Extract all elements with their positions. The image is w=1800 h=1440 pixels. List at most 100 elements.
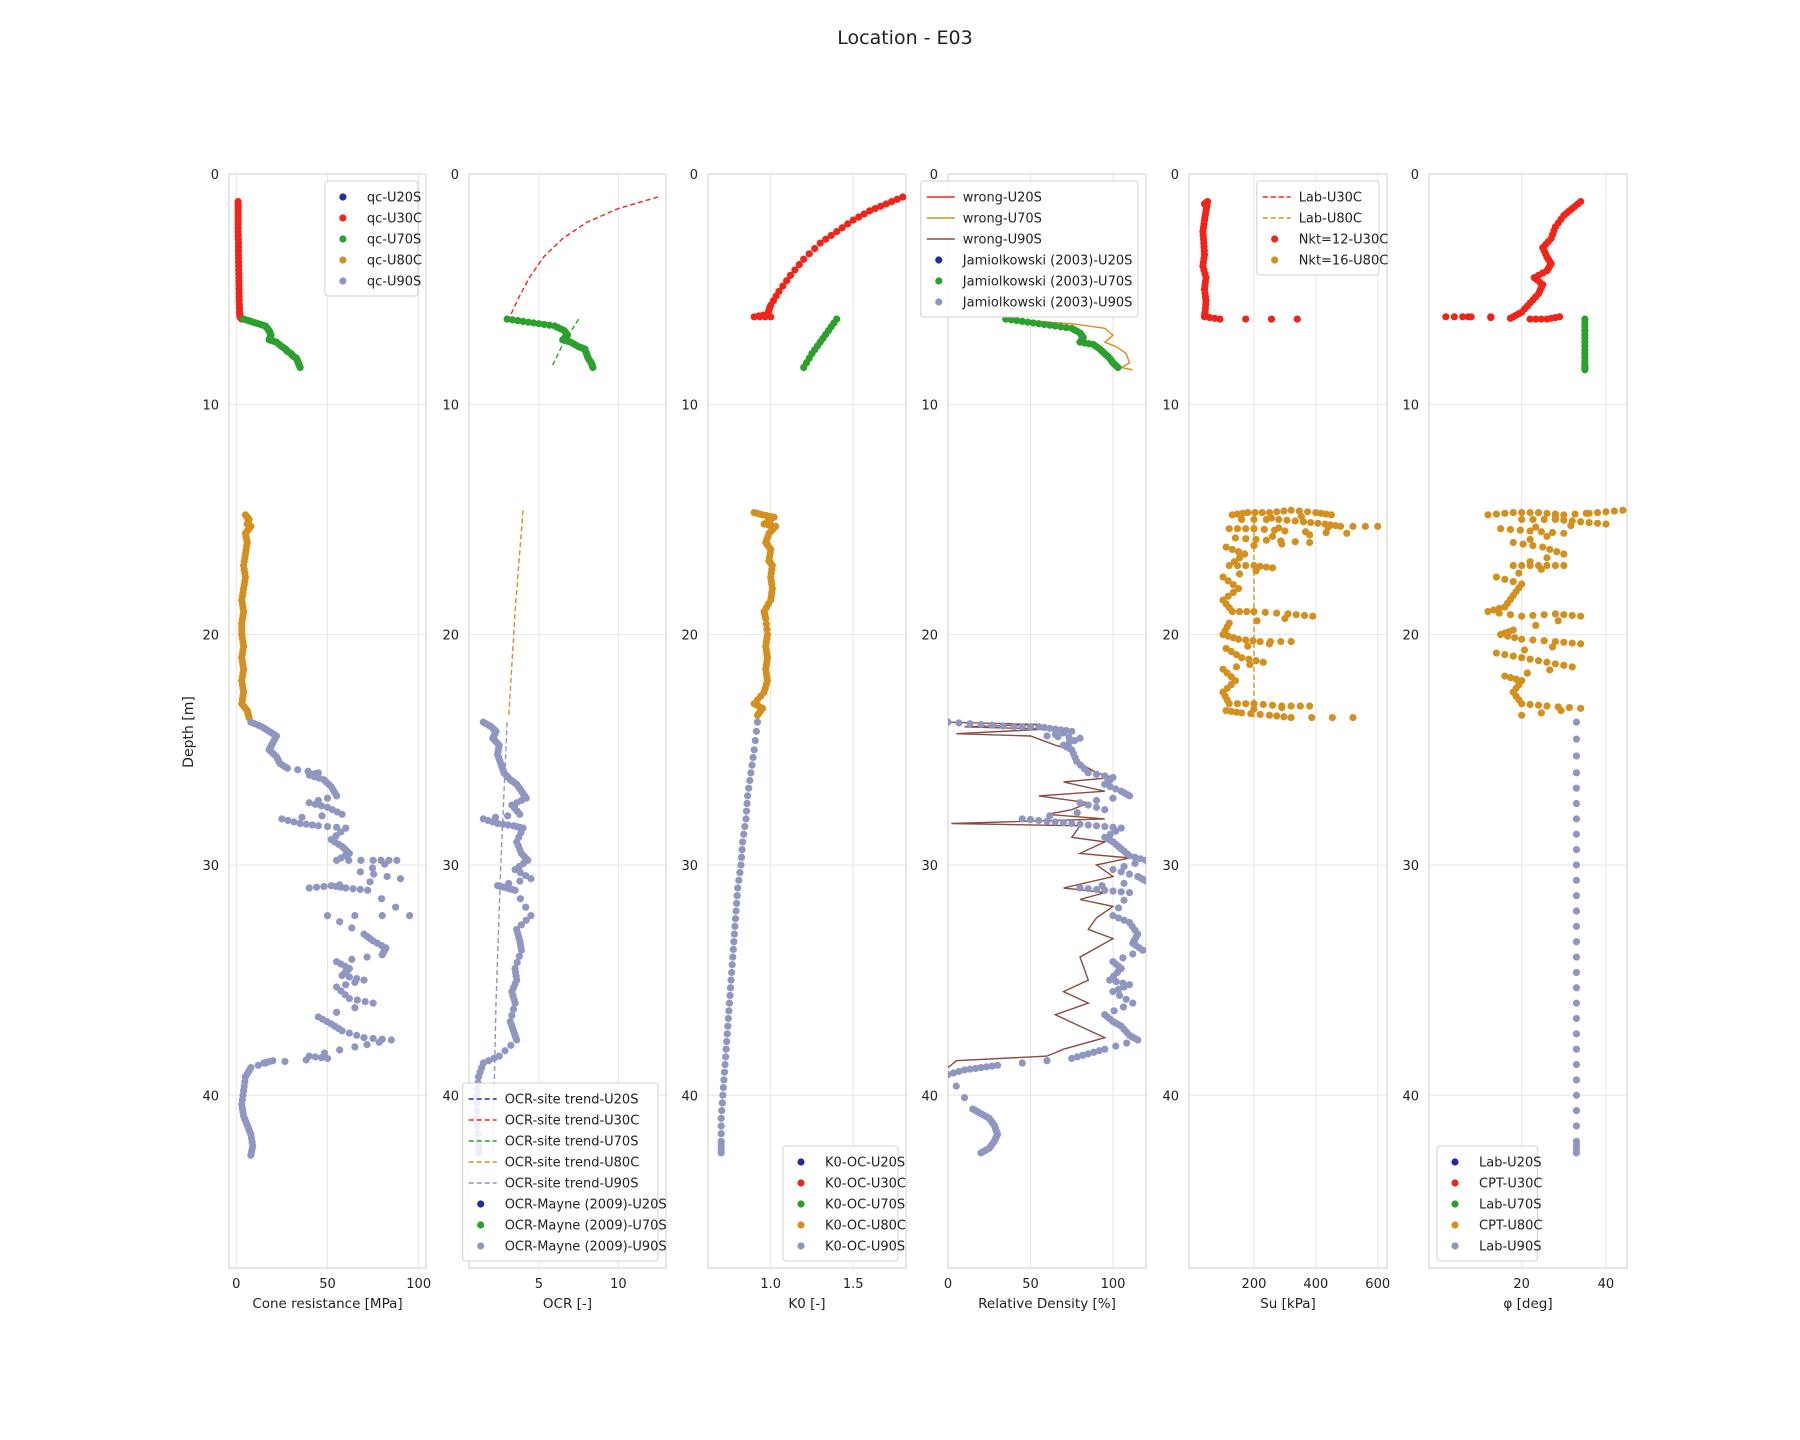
data-point [1572, 784, 1581, 792]
data-point [1256, 637, 1264, 646]
data-point [1101, 886, 1109, 894]
data-point [753, 718, 762, 726]
data-point [1068, 819, 1076, 828]
data-point [1293, 315, 1301, 323]
data-point [767, 313, 775, 321]
data-point [509, 1005, 518, 1013]
data-point [1537, 315, 1545, 323]
data-point [805, 250, 813, 258]
data-point [1572, 769, 1581, 777]
legend-marker [1451, 1242, 1459, 1250]
data-point [311, 1053, 319, 1061]
data-point [1572, 922, 1581, 930]
data-point [1548, 528, 1557, 537]
data-point [405, 912, 414, 920]
data-point [1262, 515, 1270, 524]
data-point [1084, 801, 1092, 809]
data-point [1007, 316, 1015, 324]
data-point [1252, 567, 1260, 575]
data-point [247, 1151, 255, 1159]
data-point [1492, 649, 1501, 657]
data-point [730, 938, 738, 946]
data-point [338, 971, 346, 980]
data-point [1139, 946, 1146, 954]
data-point [1509, 652, 1517, 660]
data-point [1512, 675, 1520, 683]
data-point [1551, 515, 1559, 524]
data-point [323, 822, 332, 831]
legend: wrong-U20S wrong-U70S wrong-U90S Jamiolkows… [920, 180, 1139, 318]
data-point [1242, 700, 1250, 708]
data-point [1235, 608, 1244, 616]
series-k0-oc-u90s [717, 718, 762, 1157]
data-point [1079, 1051, 1087, 1059]
data-point [284, 816, 292, 825]
data-point [1506, 674, 1515, 682]
legend-label: OCR-site trend-U30C [505, 1114, 640, 1129]
data-point [1234, 635, 1243, 643]
data-point [1568, 611, 1576, 620]
x-axis-label: Cone resistance [MPa] [252, 1296, 402, 1312]
data-point [955, 1067, 963, 1076]
legend-marker [1271, 235, 1279, 243]
data-point [363, 953, 371, 961]
data-point [360, 976, 368, 984]
data-point [726, 991, 734, 1000]
data-point [1043, 732, 1051, 740]
data-point [1040, 723, 1048, 732]
legend-label: K0-OC-U90S [825, 1240, 905, 1255]
data-point [1043, 1057, 1051, 1065]
data-point [1084, 885, 1092, 893]
data-point [731, 915, 740, 923]
legend: OCR-site trend-U20S OCR-site trend-U30C OC… [462, 1082, 667, 1262]
data-point [1120, 896, 1128, 904]
series-k0-oc-u70s [800, 315, 841, 372]
data-point [1267, 315, 1276, 323]
legend-marker [1271, 256, 1279, 264]
data-point [1222, 543, 1230, 551]
data-point [1543, 561, 1551, 570]
x-axis-label: Relative Density [%] [978, 1296, 1116, 1312]
legend-label: OCR-site trend-U90S [505, 1177, 639, 1192]
legend: K0-OC-U20S K0-OC-U30C K0-OC-U70S K0-OC-U80C… [782, 1145, 906, 1262]
data-point [1540, 611, 1548, 619]
data-point [1122, 995, 1130, 1003]
data-point [1117, 868, 1125, 876]
series-ocr-mayne-2009-u70s [503, 315, 597, 372]
data-point [1283, 516, 1291, 524]
legend-label: Lab-U70S [1479, 1198, 1541, 1213]
data-point [511, 865, 519, 874]
data-point [1242, 636, 1250, 644]
data-point [1516, 526, 1524, 534]
data-point [1526, 535, 1534, 544]
data-point [1112, 785, 1120, 793]
data-point [1322, 528, 1330, 537]
data-point [1120, 879, 1128, 887]
data-point [1506, 611, 1515, 619]
data-point [733, 899, 741, 907]
data-point [302, 820, 310, 828]
data-point [1484, 511, 1492, 519]
data-point [1501, 603, 1509, 611]
data-point [719, 1083, 728, 1092]
data-point [1572, 999, 1581, 1007]
plot-area [1442, 198, 1627, 1157]
data-point [1252, 535, 1260, 544]
axes-frame [947, 173, 1147, 1269]
data-point [720, 1076, 728, 1084]
data-point [1273, 712, 1281, 720]
data-point [391, 903, 400, 911]
data-point [1303, 508, 1312, 516]
data-point [1529, 636, 1537, 644]
data-point [1129, 950, 1137, 958]
x-tick-label: 50 [1022, 1277, 1039, 1292]
data-point [736, 869, 744, 877]
data-point [1568, 663, 1576, 671]
data-point [1125, 870, 1134, 878]
data-point [1092, 770, 1101, 778]
data-point [501, 1047, 509, 1055]
data-point [724, 1022, 732, 1030]
data-point [504, 812, 512, 820]
axes-frame [1428, 173, 1628, 1269]
